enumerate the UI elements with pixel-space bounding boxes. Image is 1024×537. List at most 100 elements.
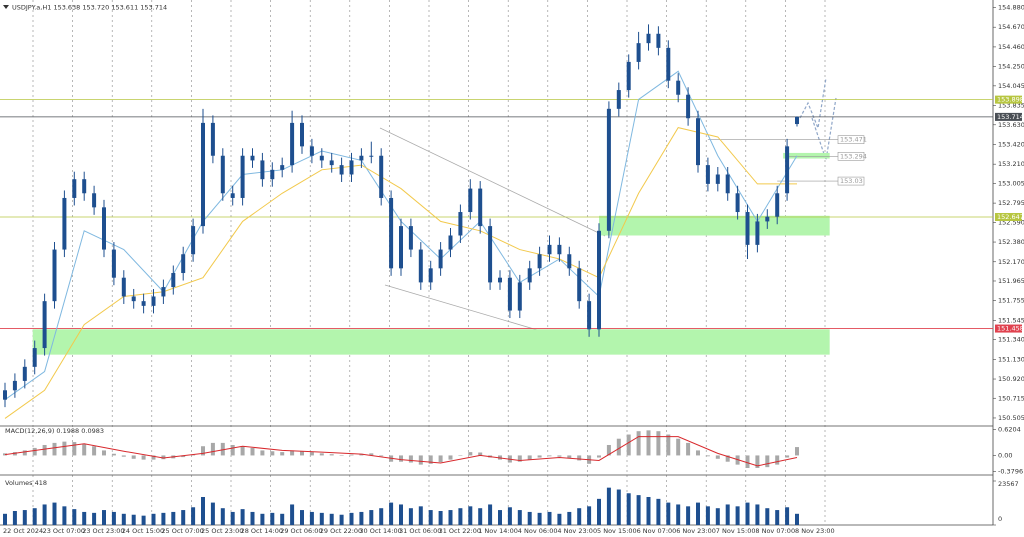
y-tick-label: 153.630 [998, 121, 1024, 129]
y-tick-label: 0 [998, 515, 1002, 523]
candle-body [755, 221, 760, 245]
volume-bar [646, 496, 651, 525]
macd-bar [131, 455, 136, 459]
volume-bar [52, 502, 57, 525]
candle-body [646, 33, 651, 44]
macd-bar [369, 453, 374, 456]
level-label: 153.714 [997, 113, 1024, 121]
y-tick-label: 151.545 [998, 316, 1024, 324]
macd-bar [745, 455, 750, 468]
volume-bar [557, 513, 562, 525]
price-label: 153.294 [840, 152, 867, 160]
candle-body [577, 268, 582, 302]
volume-bar [161, 512, 166, 525]
candle-body [686, 94, 691, 119]
volume-bar [408, 508, 413, 525]
volume-bar [676, 504, 681, 525]
macd-bar [201, 446, 205, 456]
volume-bar [260, 513, 265, 525]
macd-bar [458, 455, 463, 456]
volume-bar [12, 510, 17, 525]
level-label: 151.458 [997, 325, 1024, 333]
candle-body [339, 165, 344, 175]
candle-body [498, 277, 502, 283]
candle-body [230, 193, 235, 198]
x-tick-label: 6 Nov 07:00 [637, 527, 677, 535]
volume-bar [290, 504, 295, 525]
menu-arrow[interactable] [3, 5, 9, 9]
volume-bar [488, 504, 493, 525]
x-tick-label: 4 Nov 06:00 [518, 527, 558, 535]
macd-bar [210, 442, 215, 456]
y-tick-label: 150.715 [998, 394, 1024, 402]
volume-bar [319, 512, 324, 525]
volume-bar [507, 507, 512, 525]
macd-bar [577, 455, 582, 461]
candle-body [418, 249, 423, 283]
volume-bar [62, 506, 67, 525]
macd-bar [319, 453, 324, 456]
candle-body [775, 193, 780, 217]
candle-body [795, 116, 799, 125]
volume-bar [606, 487, 611, 525]
x-tick-label: 29 Oct 06:00 [280, 527, 322, 535]
volume-bar [587, 506, 592, 525]
y-tick-label: 153.835 [998, 102, 1024, 110]
forecast-path [811, 97, 837, 161]
candle-body [329, 160, 334, 166]
volume-bar [210, 502, 215, 525]
volume-bar [725, 504, 730, 525]
candle-body [517, 282, 522, 311]
macd-bar [339, 455, 344, 456]
volume-bar [171, 511, 176, 525]
volume-bar [240, 509, 245, 525]
macd-bar [557, 455, 562, 457]
candle-body [151, 296, 156, 306]
candle-body [161, 287, 166, 297]
macd-bar [102, 450, 106, 456]
macd-bar [399, 455, 403, 462]
macd-bar [725, 455, 730, 462]
volume-bar [369, 510, 374, 525]
macd-bar [250, 447, 255, 456]
candle-body [537, 254, 542, 269]
candle-body [52, 249, 57, 302]
macd-bar [260, 450, 265, 456]
volume-bar [399, 504, 403, 525]
x-tick-label: 25 Oct 23:00 [201, 527, 243, 535]
candle-body [468, 188, 473, 213]
macd-bar [42, 444, 47, 456]
macd-bar [32, 447, 37, 456]
x-tick-label: 24 Oct 15:00 [122, 527, 164, 535]
x-tick-label: 7 Nov 15:00 [716, 527, 756, 535]
macd-bar [309, 452, 314, 456]
volume-bar [735, 506, 740, 525]
candle-body [240, 155, 245, 198]
volume-bar [141, 515, 146, 525]
macd-bar [408, 455, 413, 463]
macd-bar [775, 455, 780, 465]
volume-bar [280, 513, 285, 525]
macd-bar [151, 455, 156, 460]
volume-bar [498, 510, 502, 525]
candle-body [399, 226, 403, 269]
forecast-path [799, 77, 827, 131]
y-tick-label: 23567 [998, 480, 1019, 488]
x-tick-label: 23 Oct 07:00 [43, 527, 85, 535]
macd-bar [517, 455, 522, 462]
candle-body [567, 254, 572, 269]
macd-bar [448, 455, 453, 460]
candle-body [260, 160, 265, 180]
volume-bar [666, 502, 671, 525]
zone [783, 152, 830, 159]
candle-body [171, 273, 176, 288]
volume-bar [755, 504, 760, 525]
volume-bar [92, 512, 97, 525]
x-tick-label: 31 Oct 06:00 [399, 527, 441, 535]
volume-bar [438, 510, 443, 525]
volume-bar [715, 508, 720, 525]
volume-bar [765, 508, 770, 525]
volume-bar [300, 510, 304, 525]
y-tick-label: 153.420 [998, 140, 1024, 148]
